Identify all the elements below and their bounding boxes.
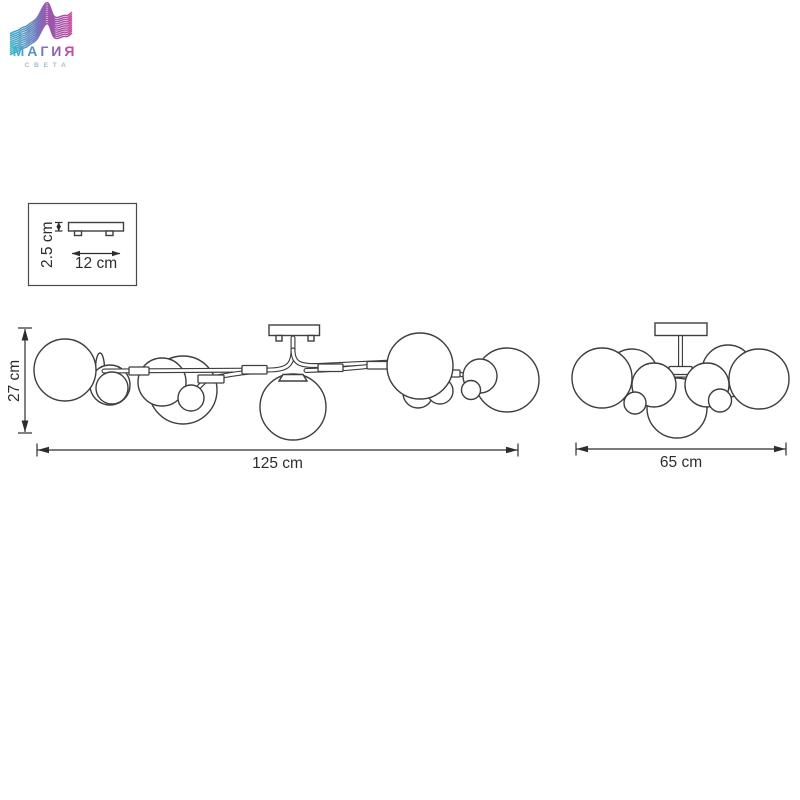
ceiling-plate	[268, 324, 321, 342]
front-view-drawing	[33, 324, 540, 441]
inset-height-dimension: 2.5 cm	[39, 221, 63, 268]
brand-logo: МАГИЯ СВЕТА	[9, 2, 78, 69]
side-view-front-globes	[623, 362, 733, 439]
side-width-dim-label: 65 cm	[660, 454, 702, 471]
inset-frame	[27, 202, 138, 287]
front-view-connectors	[128, 360, 461, 384]
side-width-dimension: 65 cm	[575, 442, 787, 471]
inset-width-dimension: 12 cm	[71, 250, 121, 272]
inset-height-dim-label: 2.5 cm	[39, 221, 56, 268]
side-view-rear-globes	[571, 344, 790, 410]
height-dim-label: 27 cm	[6, 360, 23, 402]
front-view-front-globes	[95, 332, 540, 441]
mount-plate-inset: 2.5 cm 12 cm	[27, 202, 138, 287]
side-view-drawing	[571, 322, 790, 439]
height-dimension: 27 cm	[6, 327, 32, 434]
brand-name: МАГИЯ	[13, 43, 78, 59]
brand-subtitle: СВЕТА	[25, 62, 71, 69]
mount-plate-drawing	[67, 221, 125, 237]
side-ceiling-plate	[654, 322, 708, 376]
inset-width-dim-label: 12 cm	[75, 255, 117, 272]
front-width-dim-label: 125 cm	[252, 455, 303, 472]
front-width-dimension: 125 cm	[36, 443, 519, 472]
